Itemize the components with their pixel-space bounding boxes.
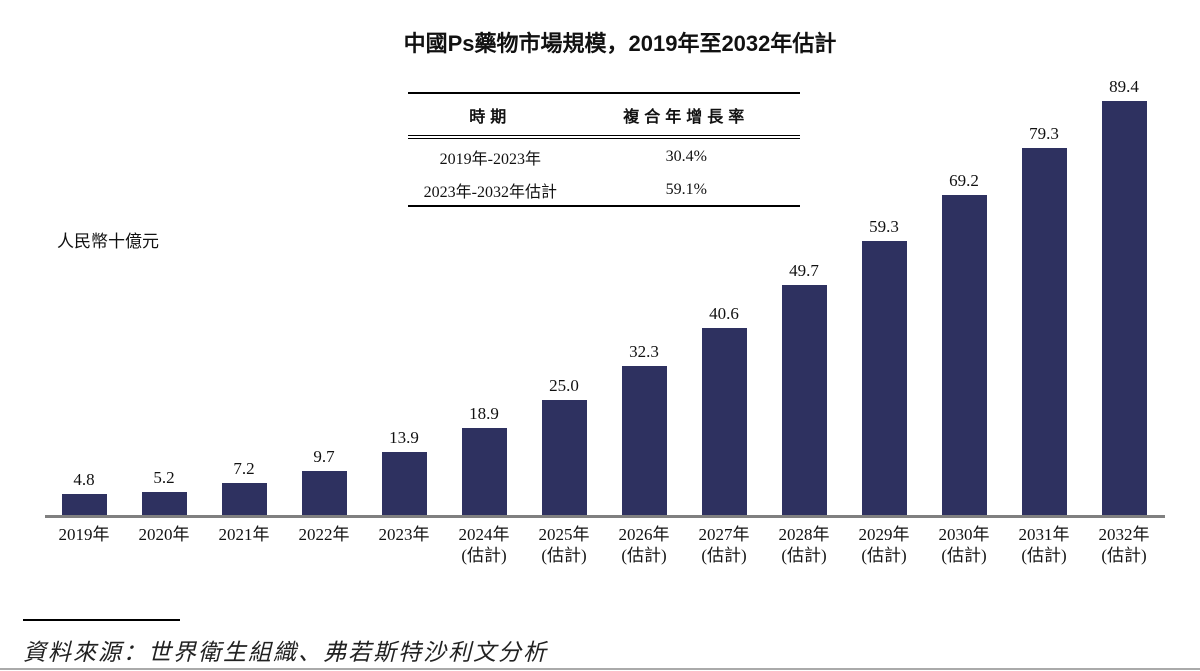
y-axis-unit-label: 人民幣十億元 xyxy=(57,232,159,251)
x-tick-year: 2020年 xyxy=(138,525,190,544)
bar-2021 xyxy=(221,483,267,516)
x-tick-2026: 2026年 (估計) xyxy=(599,524,689,566)
bar-2023 xyxy=(381,452,427,516)
bar-value-2023: 13.9 xyxy=(389,428,419,447)
x-tick-estimate-note: (估計) xyxy=(701,546,747,565)
cagr-table: 時期 複合年增長率 2019年-2023年 30.4% 2023年-2032年估… xyxy=(408,92,800,207)
bar-value-2030: 69.2 xyxy=(949,171,979,190)
x-tick-2021: 2021年 xyxy=(199,524,289,545)
bar-2022 xyxy=(301,471,347,516)
page-bottom-rule xyxy=(0,668,1200,670)
bar-2028 xyxy=(781,285,827,516)
bar-2032 xyxy=(1101,101,1147,516)
bar-value-2026: 32.3 xyxy=(629,342,659,361)
source-divider xyxy=(23,619,180,621)
period-cell: 2023年-2032年估計 xyxy=(423,184,557,201)
bar-2026 xyxy=(621,366,667,516)
bar-2029 xyxy=(861,241,907,516)
x-tick-year: 2024年 xyxy=(458,525,510,544)
x-tick-year: 2026年 xyxy=(618,525,670,544)
x-tick-2028: 2028年 (估計) xyxy=(759,524,849,566)
bar-value-2020: 5.2 xyxy=(153,468,175,487)
x-axis-line xyxy=(45,515,1165,518)
x-tick-2023: 2023年 xyxy=(359,524,449,545)
x-tick-year: 2028年 xyxy=(778,525,830,544)
x-tick-year: 2030年 xyxy=(938,525,990,544)
x-tick-2022: 2022年 xyxy=(279,524,369,545)
bar-2025 xyxy=(541,400,587,516)
bar-2019 xyxy=(61,494,107,516)
x-tick-year: 2021年 xyxy=(218,525,270,544)
x-tick-year: 2022年 xyxy=(298,525,350,544)
x-tick-2029: 2029年 (估計) xyxy=(839,524,929,566)
cagr-table-header-row: 時期 複合年增長率 xyxy=(408,93,800,139)
x-tick-estimate-note: (估計) xyxy=(541,546,587,565)
bar-value-2031: 79.3 xyxy=(1029,124,1059,143)
x-tick-estimate-note: (估計) xyxy=(1021,546,1067,565)
bar-value-2025: 25.0 xyxy=(549,376,579,395)
x-tick-estimate-note: (估計) xyxy=(1101,546,1147,565)
x-tick-year: 2019年 xyxy=(58,525,110,544)
x-tick-2030: 2030年 (估計) xyxy=(919,524,1009,566)
x-tick-2024: 2024年 (估計) xyxy=(439,524,529,566)
bar-2020 xyxy=(141,492,187,516)
x-tick-year: 2031年 xyxy=(1018,525,1070,544)
bar-value-2028: 49.7 xyxy=(789,261,819,280)
bar-value-2032: 89.4 xyxy=(1109,77,1139,96)
x-tick-estimate-note: (估計) xyxy=(621,546,667,565)
x-tick-estimate-note: (估計) xyxy=(781,546,827,565)
source-note: 資料來源：世界衛生組織、弗若斯特沙利文分析 xyxy=(23,640,548,665)
x-tick-year: 2029年 xyxy=(858,525,910,544)
cagr-table-header-period: 時期 xyxy=(408,93,573,139)
x-tick-2027: 2027年 (估計) xyxy=(679,524,769,566)
x-tick-estimate-note: (估計) xyxy=(461,546,507,565)
x-tick-2032: 2032年 (估計) xyxy=(1079,524,1169,566)
period-cell: 2019年-2023年 xyxy=(439,151,541,168)
x-tick-estimate-note: (估計) xyxy=(941,546,987,565)
bar-2027 xyxy=(701,328,747,516)
cagr-cell: 59.1% xyxy=(665,181,707,198)
bar-2031 xyxy=(1021,148,1067,516)
cagr-table-header-cagr: 複合年增長率 xyxy=(572,93,800,139)
bar-value-2024: 18.9 xyxy=(469,404,499,423)
table-row: 2023年-2032年估計 59.1% xyxy=(408,172,800,206)
x-tick-year: 2023年 xyxy=(378,525,430,544)
bar-2030 xyxy=(941,195,987,516)
x-tick-2025: 2025年 (估計) xyxy=(519,524,609,566)
bar-value-2029: 59.3 xyxy=(869,217,899,236)
bar-value-2019: 4.8 xyxy=(73,470,95,489)
bar-value-2027: 40.6 xyxy=(709,304,739,323)
x-tick-estimate-note: (估計) xyxy=(861,546,907,565)
x-tick-2019: 2019年 xyxy=(39,524,129,545)
x-tick-2020: 2020年 xyxy=(119,524,209,545)
x-tick-year: 2032年 xyxy=(1098,525,1150,544)
bar-value-2022: 9.7 xyxy=(313,447,335,466)
bar-value-2021: 7.2 xyxy=(233,459,255,478)
cagr-cell: 30.4% xyxy=(665,148,707,165)
x-tick-year: 2025年 xyxy=(538,525,590,544)
bar-2024 xyxy=(461,428,507,516)
x-tick-2031: 2031年 (估計) xyxy=(999,524,1089,566)
chart-title: 中國Ps藥物市場規模，2019年至2032年估計 xyxy=(403,31,837,56)
x-tick-year: 2027年 xyxy=(698,525,750,544)
table-row: 2019年-2023年 30.4% xyxy=(408,137,800,172)
